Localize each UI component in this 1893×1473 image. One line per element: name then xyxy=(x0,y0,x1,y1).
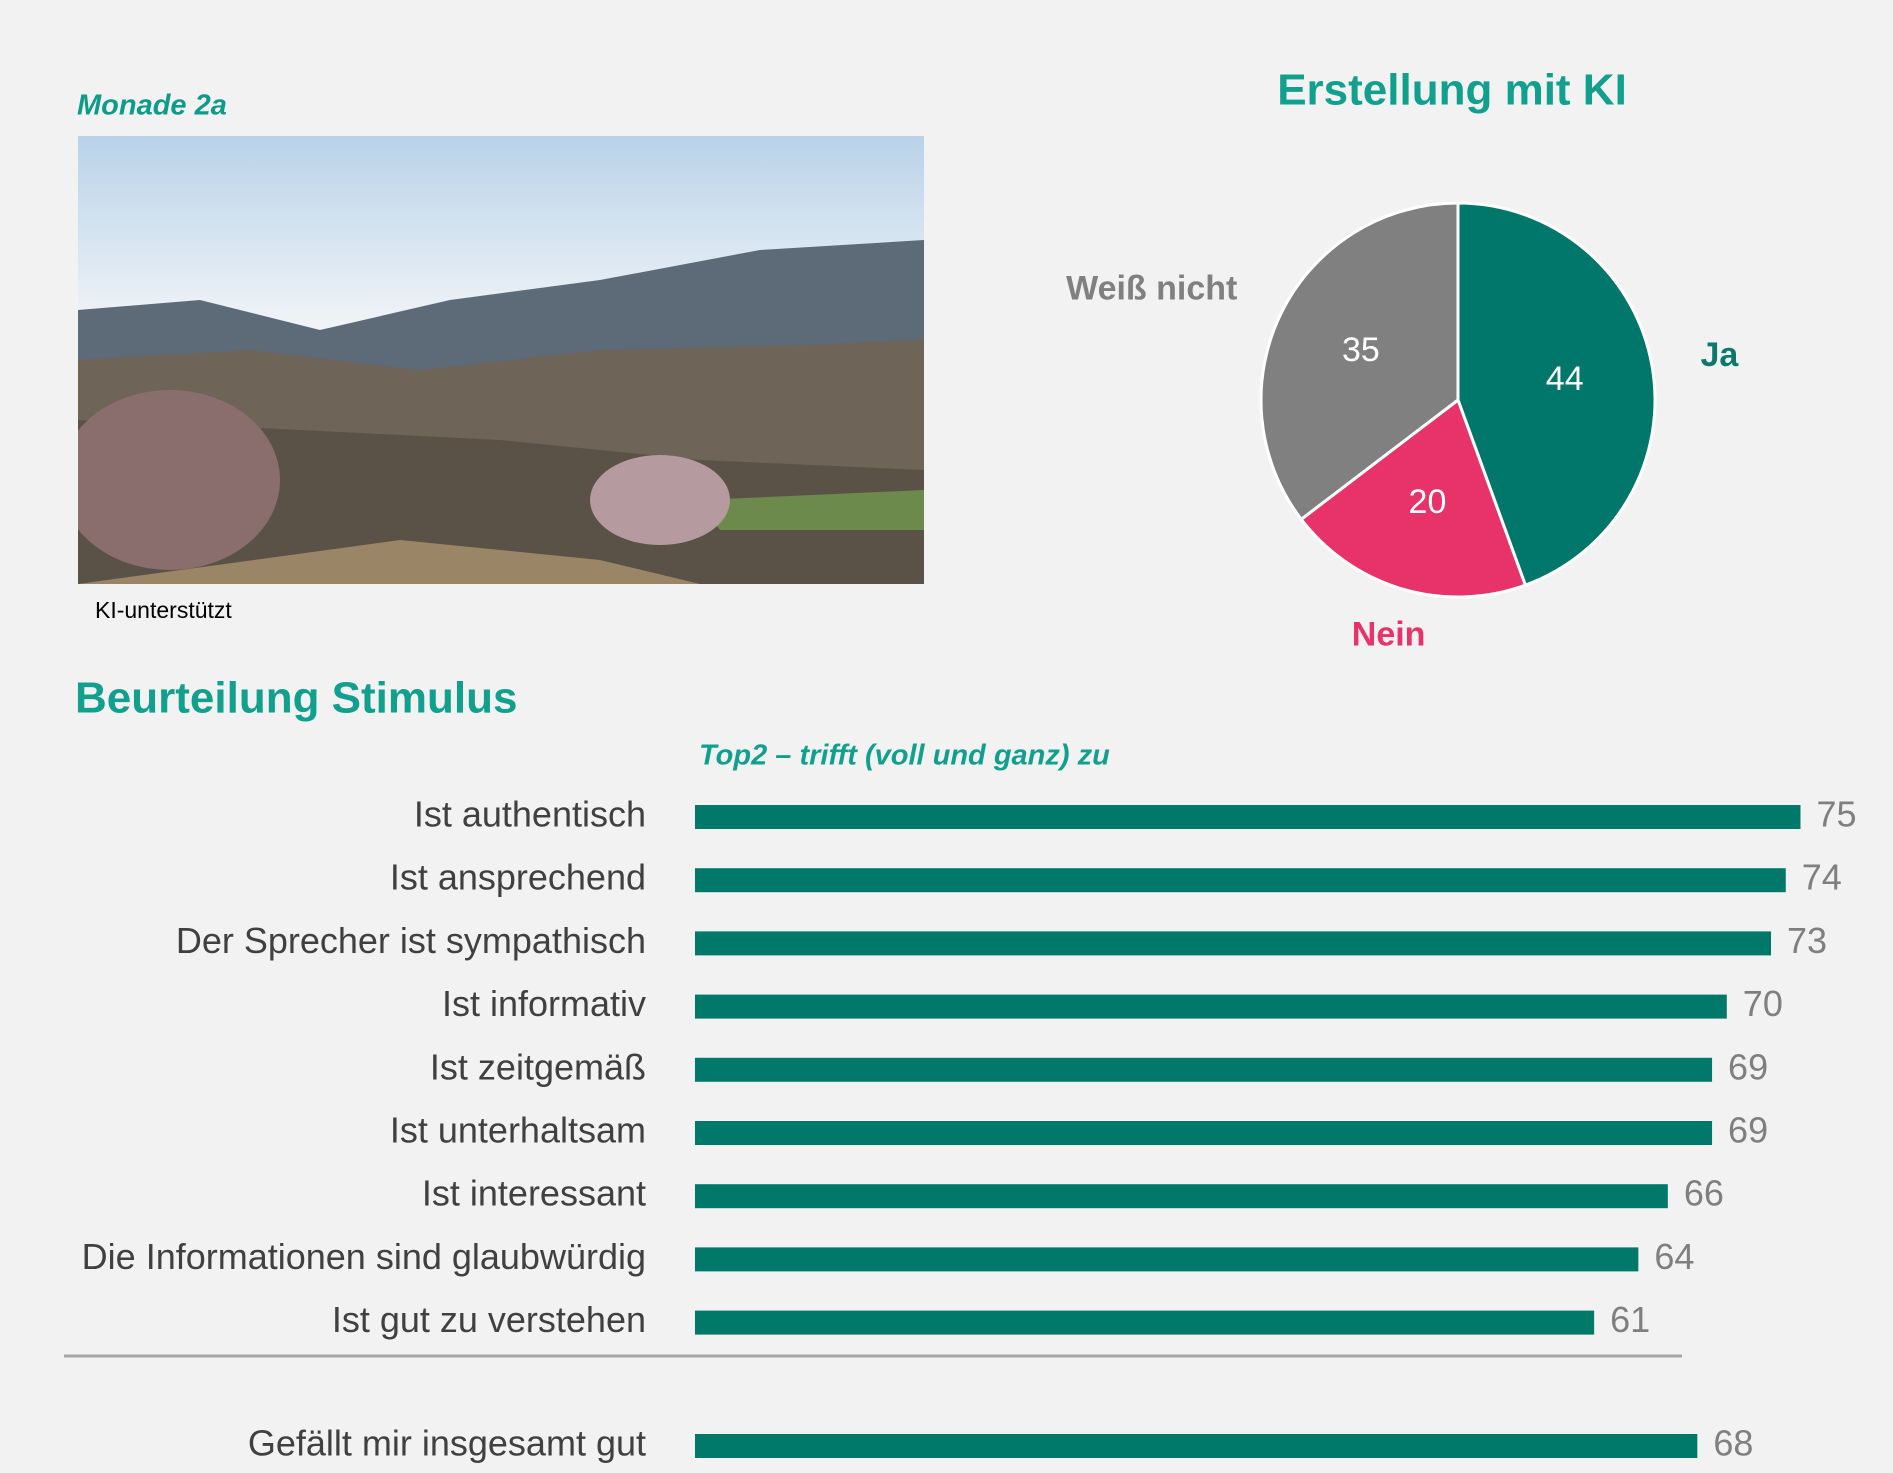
category-label: Ist interessant xyxy=(422,1173,646,1214)
slice-value: 20 xyxy=(1409,483,1447,521)
value-label: 68 xyxy=(1713,1423,1753,1464)
bar-subtitle: Top2 – trifft (voll und ganz) zu xyxy=(699,740,1110,772)
slice-label: Weiß nicht xyxy=(1066,270,1237,308)
bar xyxy=(695,805,1801,829)
photo-caption: KI-unterstützt xyxy=(95,597,232,623)
bar xyxy=(695,995,1727,1019)
bar xyxy=(695,868,1786,892)
value-label: 69 xyxy=(1728,1110,1768,1151)
bar xyxy=(695,1247,1638,1271)
category-label: Gefällt mir insgesamt gut xyxy=(248,1423,646,1464)
bar xyxy=(695,1184,1668,1208)
bar xyxy=(695,1058,1712,1082)
category-label: Ist ansprechend xyxy=(390,857,646,898)
value-label: 69 xyxy=(1728,1046,1768,1087)
category-label: Der Sprecher ist sympathisch xyxy=(176,920,646,961)
slice-value: 44 xyxy=(1546,360,1584,398)
slice-label: Nein xyxy=(1352,615,1426,653)
value-label: 66 xyxy=(1684,1173,1724,1214)
value-label: 73 xyxy=(1787,920,1827,961)
pie-title: Erstellung mit KI xyxy=(1277,66,1627,115)
value-label: 61 xyxy=(1610,1299,1650,1340)
bar xyxy=(695,931,1771,955)
category-label: Ist gut zu verstehen xyxy=(332,1299,646,1340)
value-label: 75 xyxy=(1817,794,1857,835)
page: Monade 2a KI-unterstützt Erstellung mit … xyxy=(0,0,1893,1473)
monade-label: Monade 2a xyxy=(77,90,227,122)
value-label: 74 xyxy=(1802,857,1842,898)
value-label: 70 xyxy=(1743,983,1783,1024)
category-label: Ist authentisch xyxy=(414,794,646,835)
bar xyxy=(695,1311,1594,1335)
slide: Monade 2a KI-unterstützt Erstellung mit … xyxy=(0,0,1893,1473)
slice-label: Ja xyxy=(1701,336,1740,374)
bar xyxy=(695,1434,1697,1458)
photo xyxy=(60,136,924,584)
slice-value: 35 xyxy=(1342,331,1380,369)
category-label: Ist zeitgemäß xyxy=(430,1046,646,1087)
value-label: 64 xyxy=(1654,1236,1694,1277)
category-label: Ist unterhaltsam xyxy=(390,1110,646,1151)
bar xyxy=(695,1121,1712,1145)
category-label: Die Informationen sind glaubwürdig xyxy=(82,1236,646,1277)
category-label: Ist informativ xyxy=(442,983,646,1024)
bar-title: Beurteilung Stimulus xyxy=(75,674,517,723)
